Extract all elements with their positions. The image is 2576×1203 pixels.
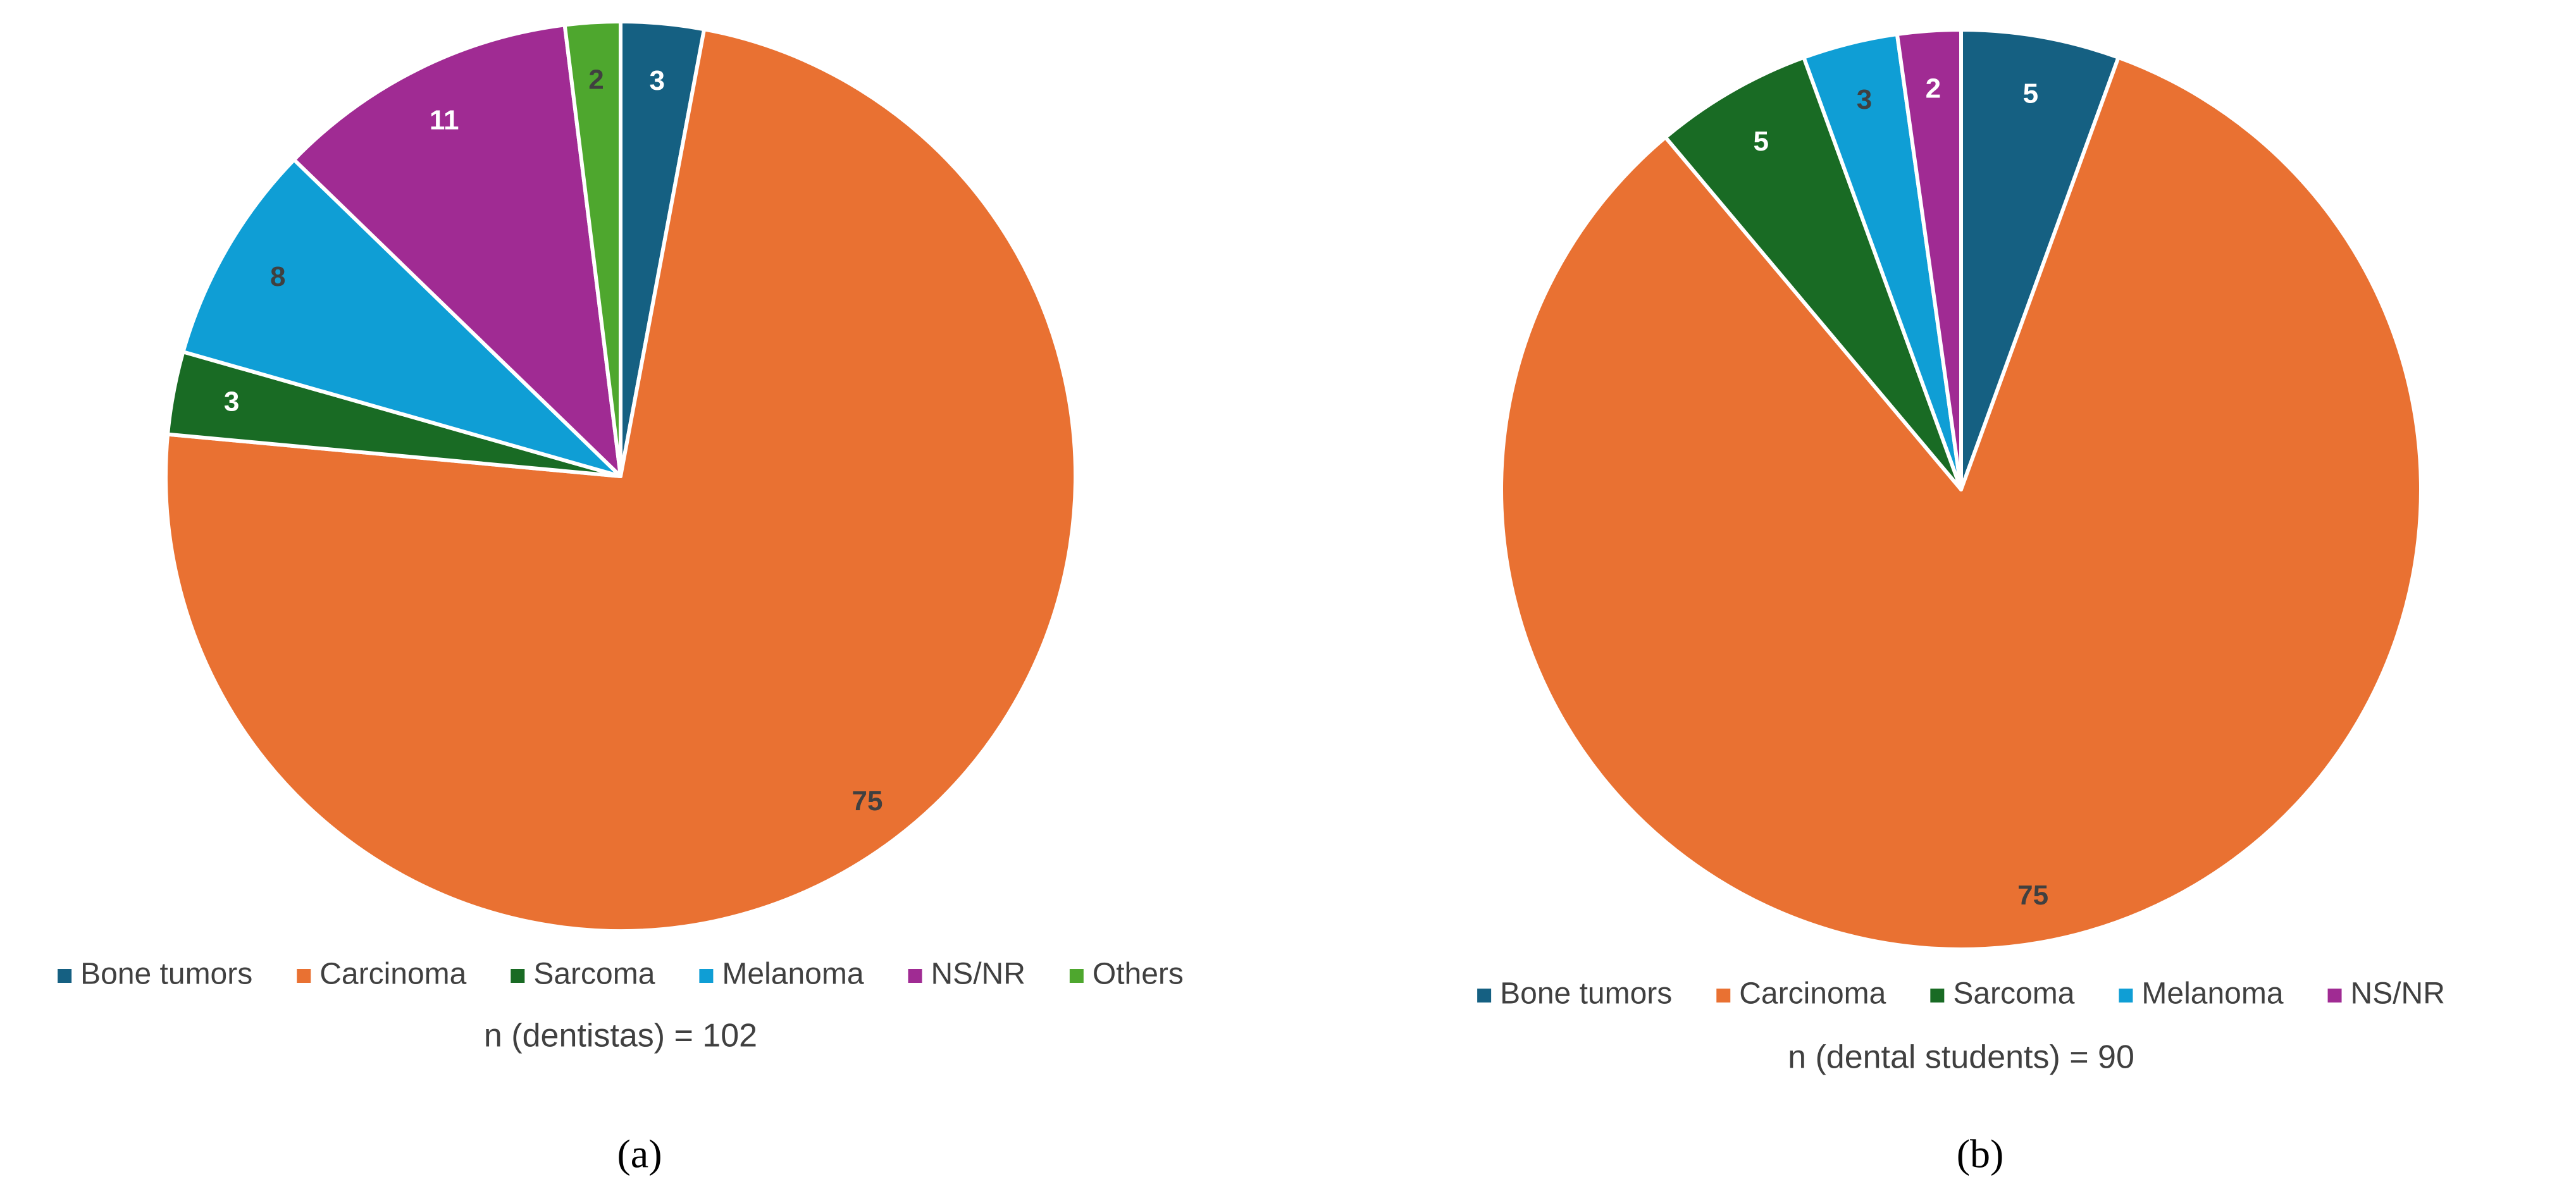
legend-marker (511, 969, 525, 983)
legend: Bone tumors Carcinoma Sarcoma Melanoma NS/NR (1477, 977, 2445, 1011)
legend-marker (1069, 969, 1084, 983)
legend-marker (699, 969, 714, 983)
legend-label: Melanoma (2141, 977, 2283, 1011)
legend-marker (2119, 989, 2133, 1002)
data-label: 75 (2017, 880, 2048, 911)
data-label: 5 (2023, 78, 2038, 109)
subtitle: n (dental students) = 90 (1788, 1039, 2134, 1076)
legend-marker (1930, 989, 1945, 1002)
pie-slice (1663, 55, 1963, 491)
legend-label: Carcinoma (319, 958, 466, 991)
pie-slice (164, 27, 1077, 933)
legend-marker (1477, 989, 1492, 1002)
legend-label: Melanoma (722, 958, 864, 991)
legend-marker (908, 969, 922, 983)
data-label: 3 (649, 65, 664, 96)
pie-slice (1895, 28, 1963, 491)
data-label: 2 (588, 64, 604, 95)
caption: (a) (617, 1132, 662, 1176)
legend-label: Others (1093, 958, 1184, 991)
legend-label: Sarcoma (1953, 977, 2074, 1011)
legend: Bone tumors Carcinoma Sarcoma Melanoma NS/NR… (58, 958, 1184, 991)
data-label: 8 (270, 261, 285, 292)
legend-label: Sarcoma (533, 958, 655, 991)
data-label: 75 (851, 786, 882, 817)
data-label: 3 (1857, 84, 1872, 115)
pie-slice (1499, 55, 2423, 951)
legend-marker (2327, 989, 2342, 1002)
legend-label: NS/NR (931, 958, 1025, 991)
legend-marker (1716, 989, 1731, 1002)
legend-label: Carcinoma (1739, 977, 1886, 1011)
legend-marker (58, 969, 72, 983)
subtitle: n (dentistas) = 102 (484, 1018, 757, 1054)
pie-chart: 5 75 5 3 2 (1499, 28, 2423, 951)
pie-slice (1959, 28, 2121, 491)
pie-slice (292, 23, 622, 478)
data-label: 11 (430, 105, 459, 136)
legend-label: NS/NR (2351, 977, 2445, 1011)
legend-label: Bone tumors (80, 958, 252, 991)
legend-label: Bone tumors (1500, 977, 1672, 1011)
data-label: 2 (1926, 73, 1941, 104)
data-label: 5 (1754, 126, 1769, 157)
data-label: 3 (224, 386, 239, 417)
pie-slice (562, 20, 622, 478)
legend-marker (297, 969, 311, 983)
pie-chart: 3 75 3 8 11 2 (164, 20, 1077, 933)
caption: (b) (1957, 1132, 2004, 1176)
pie-slice (181, 157, 622, 478)
